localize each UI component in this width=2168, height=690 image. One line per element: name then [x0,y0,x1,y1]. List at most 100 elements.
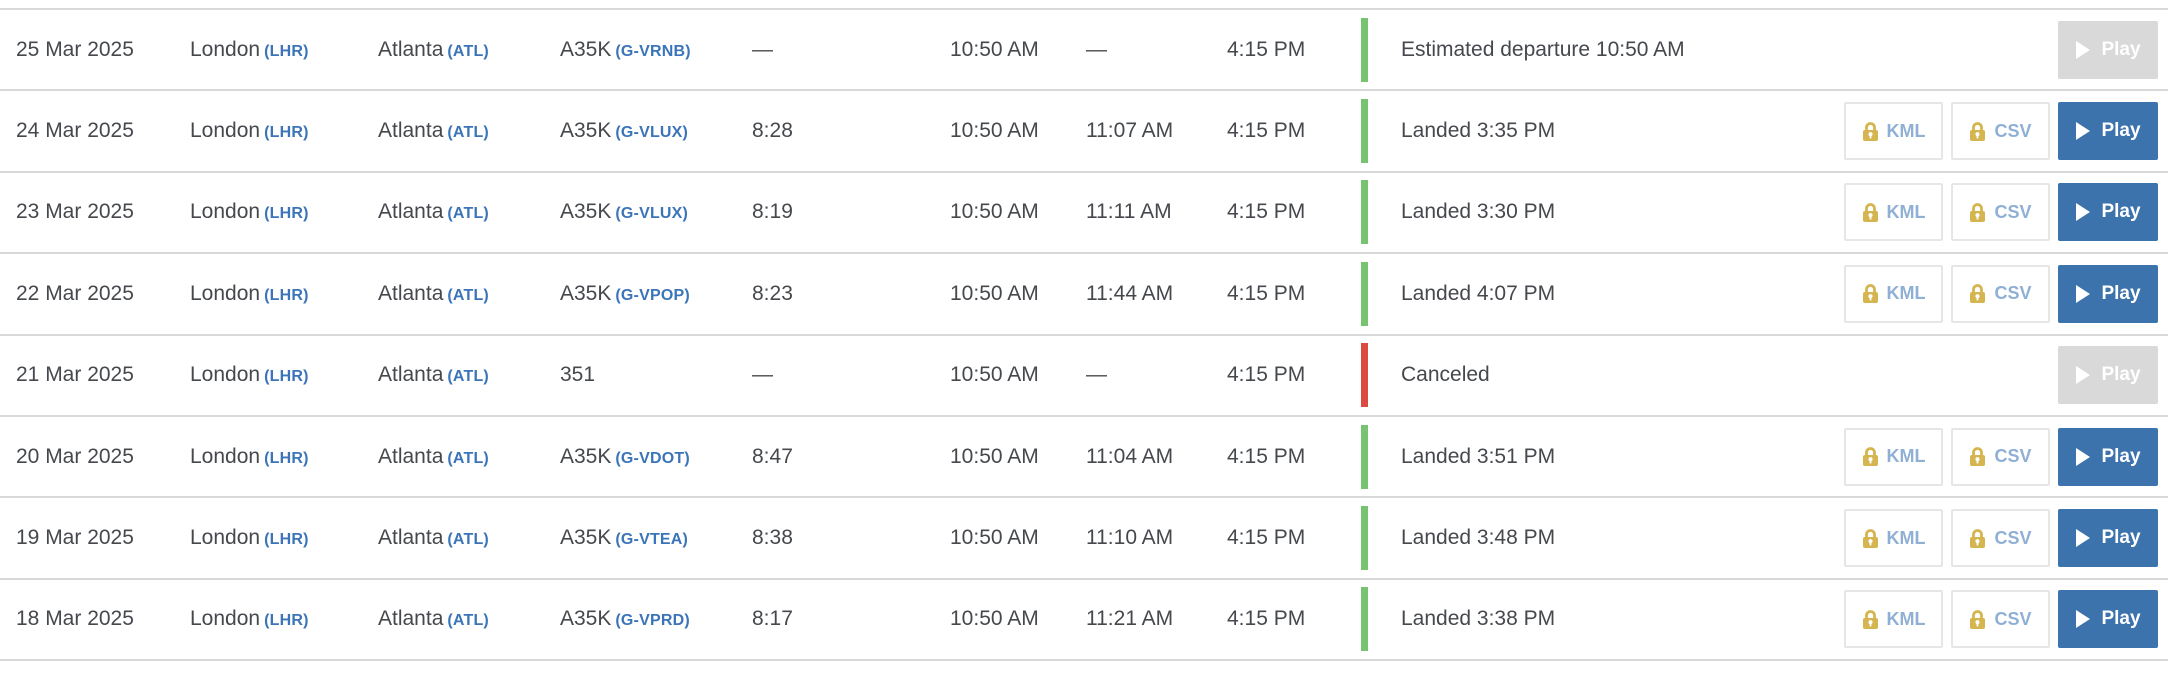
kml-button-label: KML [1886,608,1926,629]
lock-icon [1970,203,1986,222]
origin-cell: London (LHR) [190,200,378,224]
origin-city: London [190,37,261,61]
lock-icon [1862,121,1878,141]
destination-airport-code-link[interactable]: (ATL) [447,531,489,549]
kml-button[interactable]: KML [1844,427,1943,486]
csv-button[interactable]: CSV [1951,102,2050,161]
aircraft-type: A35K [560,119,612,143]
status-bar [1361,506,1368,571]
destination-city: Atlanta [378,119,444,143]
kml-button[interactable]: KML [1844,264,1943,323]
play-button-label: Play [2101,608,2141,630]
kml-button[interactable]: KML [1844,509,1943,568]
actual-departure-time: 11:07 AM [1086,119,1174,143]
row-actions: KML CSV Play [1844,183,2158,242]
destination-airport-code-link[interactable]: (ATL) [447,286,489,304]
destination-airport-code-link[interactable]: (ATL) [447,449,489,467]
registration-link[interactable]: (G-VPOP) [615,286,690,304]
aircraft-type: A35K [560,281,612,305]
csv-button-label: CSV [1994,527,2032,548]
play-button[interactable]: Play [2058,102,2158,161]
play-button-label: Play [2101,364,2141,386]
row-actions: KML CSV Play [1844,590,2158,649]
origin-city: London [190,607,261,631]
origin-airport-code-link[interactable]: (LHR) [264,368,309,386]
table-row: 20 Mar 2025 London (LHR) Atlanta (ATL) A35… [0,416,2168,499]
aircraft-cell: A35K (G-VLUX) [560,200,752,224]
actual-departure-time: — [1086,363,1107,387]
flight-duration: — [752,363,773,387]
lock-icon [1970,528,1986,548]
origin-airport-code-link[interactable]: (LHR) [264,531,309,549]
csv-button[interactable]: CSV [1951,509,2050,568]
registration-link[interactable]: (G-VLUX) [615,124,689,142]
kml-button[interactable]: KML [1844,183,1943,242]
registration-link[interactable]: (G-VRNB) [615,42,691,60]
status-bar [1361,343,1368,408]
kml-button-label: KML [1886,283,1926,304]
registration-link[interactable]: (G-VLUX) [615,205,689,223]
destination-city: Atlanta [378,444,444,468]
play-button[interactable]: Play [2058,183,2158,242]
registration-link[interactable]: (G-VPRD) [615,612,690,630]
actual-departure-time: 11:44 AM [1086,281,1174,305]
destination-airport-code-link[interactable]: (ATL) [447,42,489,60]
table-row: 21 Mar 2025 London (LHR) Atlanta (ATL) 351… [0,335,2168,417]
destination-airport-code-link[interactable]: (ATL) [447,124,489,142]
status-bar [1361,17,1368,82]
destination-city: Atlanta [378,607,444,631]
kml-button-label: KML [1886,527,1926,548]
origin-airport-code-link[interactable]: (LHR) [264,42,309,60]
play-icon [2076,610,2091,629]
table-row: 24 Mar 2025 London (LHR) Atlanta (ATL) A35… [0,91,2168,173]
csv-button[interactable]: CSV [1951,264,2050,323]
origin-city: London [190,363,261,387]
status-bar [1361,587,1368,652]
arrival-time: 4:15 PM [1227,363,1306,387]
row-actions: KML CSV Play [1844,102,2158,161]
origin-airport-code-link[interactable]: (LHR) [264,612,309,630]
csv-button[interactable]: CSV [1951,590,2050,649]
status-bar [1361,261,1368,326]
origin-airport-code-link[interactable]: (LHR) [264,124,309,142]
play-icon [2076,40,2091,59]
aircraft-cell: A35K (G-VDOT) [560,445,752,469]
lock-icon [1970,610,1986,629]
destination-cell: Atlanta (ATL) [378,445,560,469]
destination-cell: Atlanta (ATL) [378,38,560,62]
origin-airport-code-link[interactable]: (LHR) [264,286,309,304]
destination-cell: Atlanta (ATL) [378,363,560,387]
status-text: Canceled [1401,363,1490,387]
aircraft-cell: A35K (G-VLUX) [560,119,752,143]
status-text: Landed 3:30 PM [1401,200,1556,224]
play-button[interactable]: Play [2058,264,2158,323]
destination-city: Atlanta [378,526,444,550]
registration-link[interactable]: (G-VTEA) [615,531,689,549]
destination-cell: Atlanta (ATL) [378,282,560,306]
flight-duration: 8:38 [752,526,793,550]
origin-city: London [190,444,261,468]
kml-button[interactable]: KML [1844,102,1943,161]
play-button[interactable]: Play [2058,427,2158,486]
destination-cell: Atlanta (ATL) [378,607,560,631]
registration-link[interactable]: (G-VDOT) [615,449,690,467]
kml-button[interactable]: KML [1844,590,1943,649]
csv-button[interactable]: CSV [1951,183,2050,242]
destination-airport-code-link[interactable]: (ATL) [447,368,489,386]
flight-date: 19 Mar 2025 [16,526,134,550]
play-button[interactable]: Play [2058,509,2158,568]
status-text: Landed 4:07 PM [1401,281,1556,305]
csv-button[interactable]: CSV [1951,427,2050,486]
scheduled-departure-time: 10:50 AM [950,200,1039,224]
kml-button-label: KML [1886,120,1926,141]
origin-airport-code-link[interactable]: (LHR) [264,205,309,223]
destination-airport-code-link[interactable]: (ATL) [447,612,489,630]
destination-airport-code-link[interactable]: (ATL) [447,205,489,223]
play-button[interactable]: Play [2058,590,2158,649]
play-button-label: Play [2101,38,2141,60]
origin-airport-code-link[interactable]: (LHR) [264,449,309,467]
status-bar [1361,99,1368,164]
scheduled-departure-time: 10:50 AM [950,607,1039,631]
origin-cell: London (LHR) [190,445,378,469]
aircraft-type: A35K [560,607,612,631]
